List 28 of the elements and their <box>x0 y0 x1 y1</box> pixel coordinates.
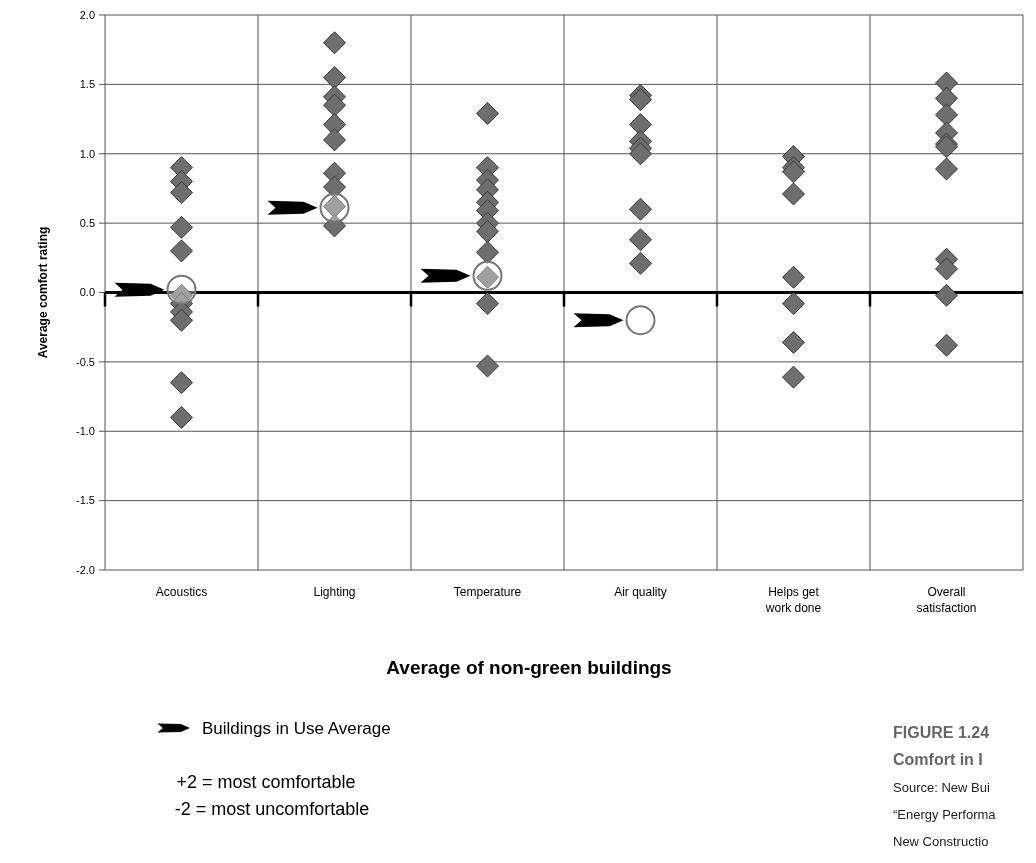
y-tick-label: 2.0 <box>79 8 95 21</box>
x-tick-label: Helps get work done <box>764 585 822 615</box>
source-note: Source: New Bui <box>893 780 990 795</box>
y-tick-label: -1.0 <box>76 425 95 438</box>
text: New Constructio <box>893 834 989 849</box>
x-tick-label: Temperature <box>453 585 522 599</box>
y-tick-label: -0.5 <box>76 355 95 368</box>
y-tick-label: -2.0 <box>76 563 95 576</box>
text: Buildings in Use Average <box>202 718 391 738</box>
point <box>319 192 350 223</box>
point <box>166 274 197 305</box>
x-tick-label: Overall satisfaction <box>916 585 977 615</box>
text: -2 = most uncomfortable <box>174 799 370 819</box>
text: Comfort in I <box>893 751 983 768</box>
x-tick-label: Lighting <box>313 585 356 599</box>
x-axis-title: Average of non-green buildings <box>386 657 672 678</box>
text: “Energy Performa <box>893 807 997 822</box>
x-tick-label: Air quality <box>614 585 667 599</box>
y-tick-label: 1.5 <box>79 78 95 91</box>
y-tick-label: 0.5 <box>79 216 95 229</box>
caption: FIGURE 1.24 <box>893 724 990 741</box>
point <box>472 260 503 291</box>
y-tick-label: 0.0 <box>79 286 95 299</box>
y-axis-title: Average comfort rating <box>36 226 50 359</box>
text: +2 = most comfortable <box>176 772 356 792</box>
x-tick-label: Acoustics <box>155 585 208 599</box>
y-tick-label: -1.5 <box>76 494 95 507</box>
y-tick-label: 1.0 <box>79 147 95 160</box>
